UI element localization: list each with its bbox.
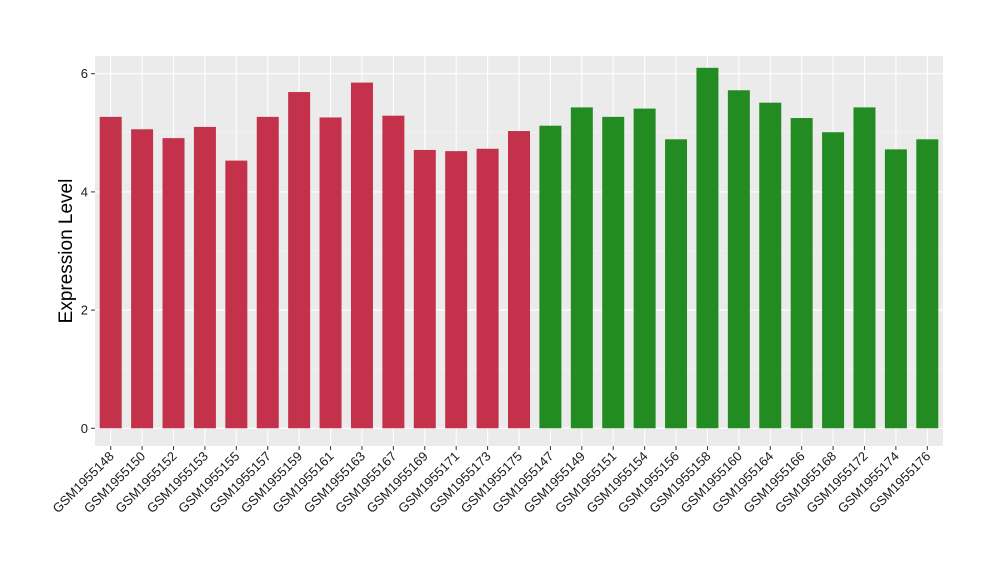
- y-tick-label: 4: [81, 184, 88, 199]
- bar-gsm1955156: [665, 139, 688, 429]
- bar-gsm1955171: [445, 151, 468, 429]
- bar-gsm1955161: [319, 117, 342, 429]
- bar-gsm1955172: [853, 107, 876, 429]
- bar-gsm1955148: [99, 116, 122, 429]
- bar-gsm1955164: [759, 102, 782, 429]
- bar-gsm1955163: [350, 82, 373, 429]
- bar-gsm1955174: [884, 149, 907, 429]
- bar-gsm1955169: [413, 149, 436, 429]
- bar-gsm1955167: [382, 115, 405, 429]
- bar-gsm1955158: [696, 67, 719, 429]
- bar-gsm1955147: [539, 125, 562, 429]
- bar-gsm1955155: [225, 160, 248, 429]
- bar-gsm1955153: [193, 126, 216, 429]
- y-tick-label: 2: [81, 303, 88, 318]
- y-tick-label: 0: [81, 421, 88, 436]
- bar-gsm1955149: [570, 107, 593, 429]
- y-axis-title: Expression Level: [56, 179, 77, 324]
- y-tick-label: 6: [81, 66, 88, 81]
- bar-gsm1955168: [822, 132, 845, 429]
- bar-gsm1955150: [131, 129, 154, 429]
- y-axis: 0 2 4 6: [81, 66, 95, 436]
- bar-gsm1955152: [162, 138, 185, 429]
- x-axis: GSM1955148GSM1955150GSM1955152GSM1955153…: [49, 446, 933, 516]
- bar-gsm1955173: [476, 148, 499, 429]
- bar-gsm1955175: [508, 131, 530, 429]
- bar-gsm1955157: [256, 116, 279, 429]
- bar-gsm1955159: [288, 92, 311, 429]
- bar-gsm1955166: [790, 118, 813, 429]
- bar-gsm1955176: [916, 139, 939, 429]
- bar-gsm1955160: [727, 90, 750, 429]
- bar-gsm1955154: [633, 108, 656, 429]
- bar-gsm1955151: [602, 116, 625, 429]
- bars-group: [99, 67, 939, 429]
